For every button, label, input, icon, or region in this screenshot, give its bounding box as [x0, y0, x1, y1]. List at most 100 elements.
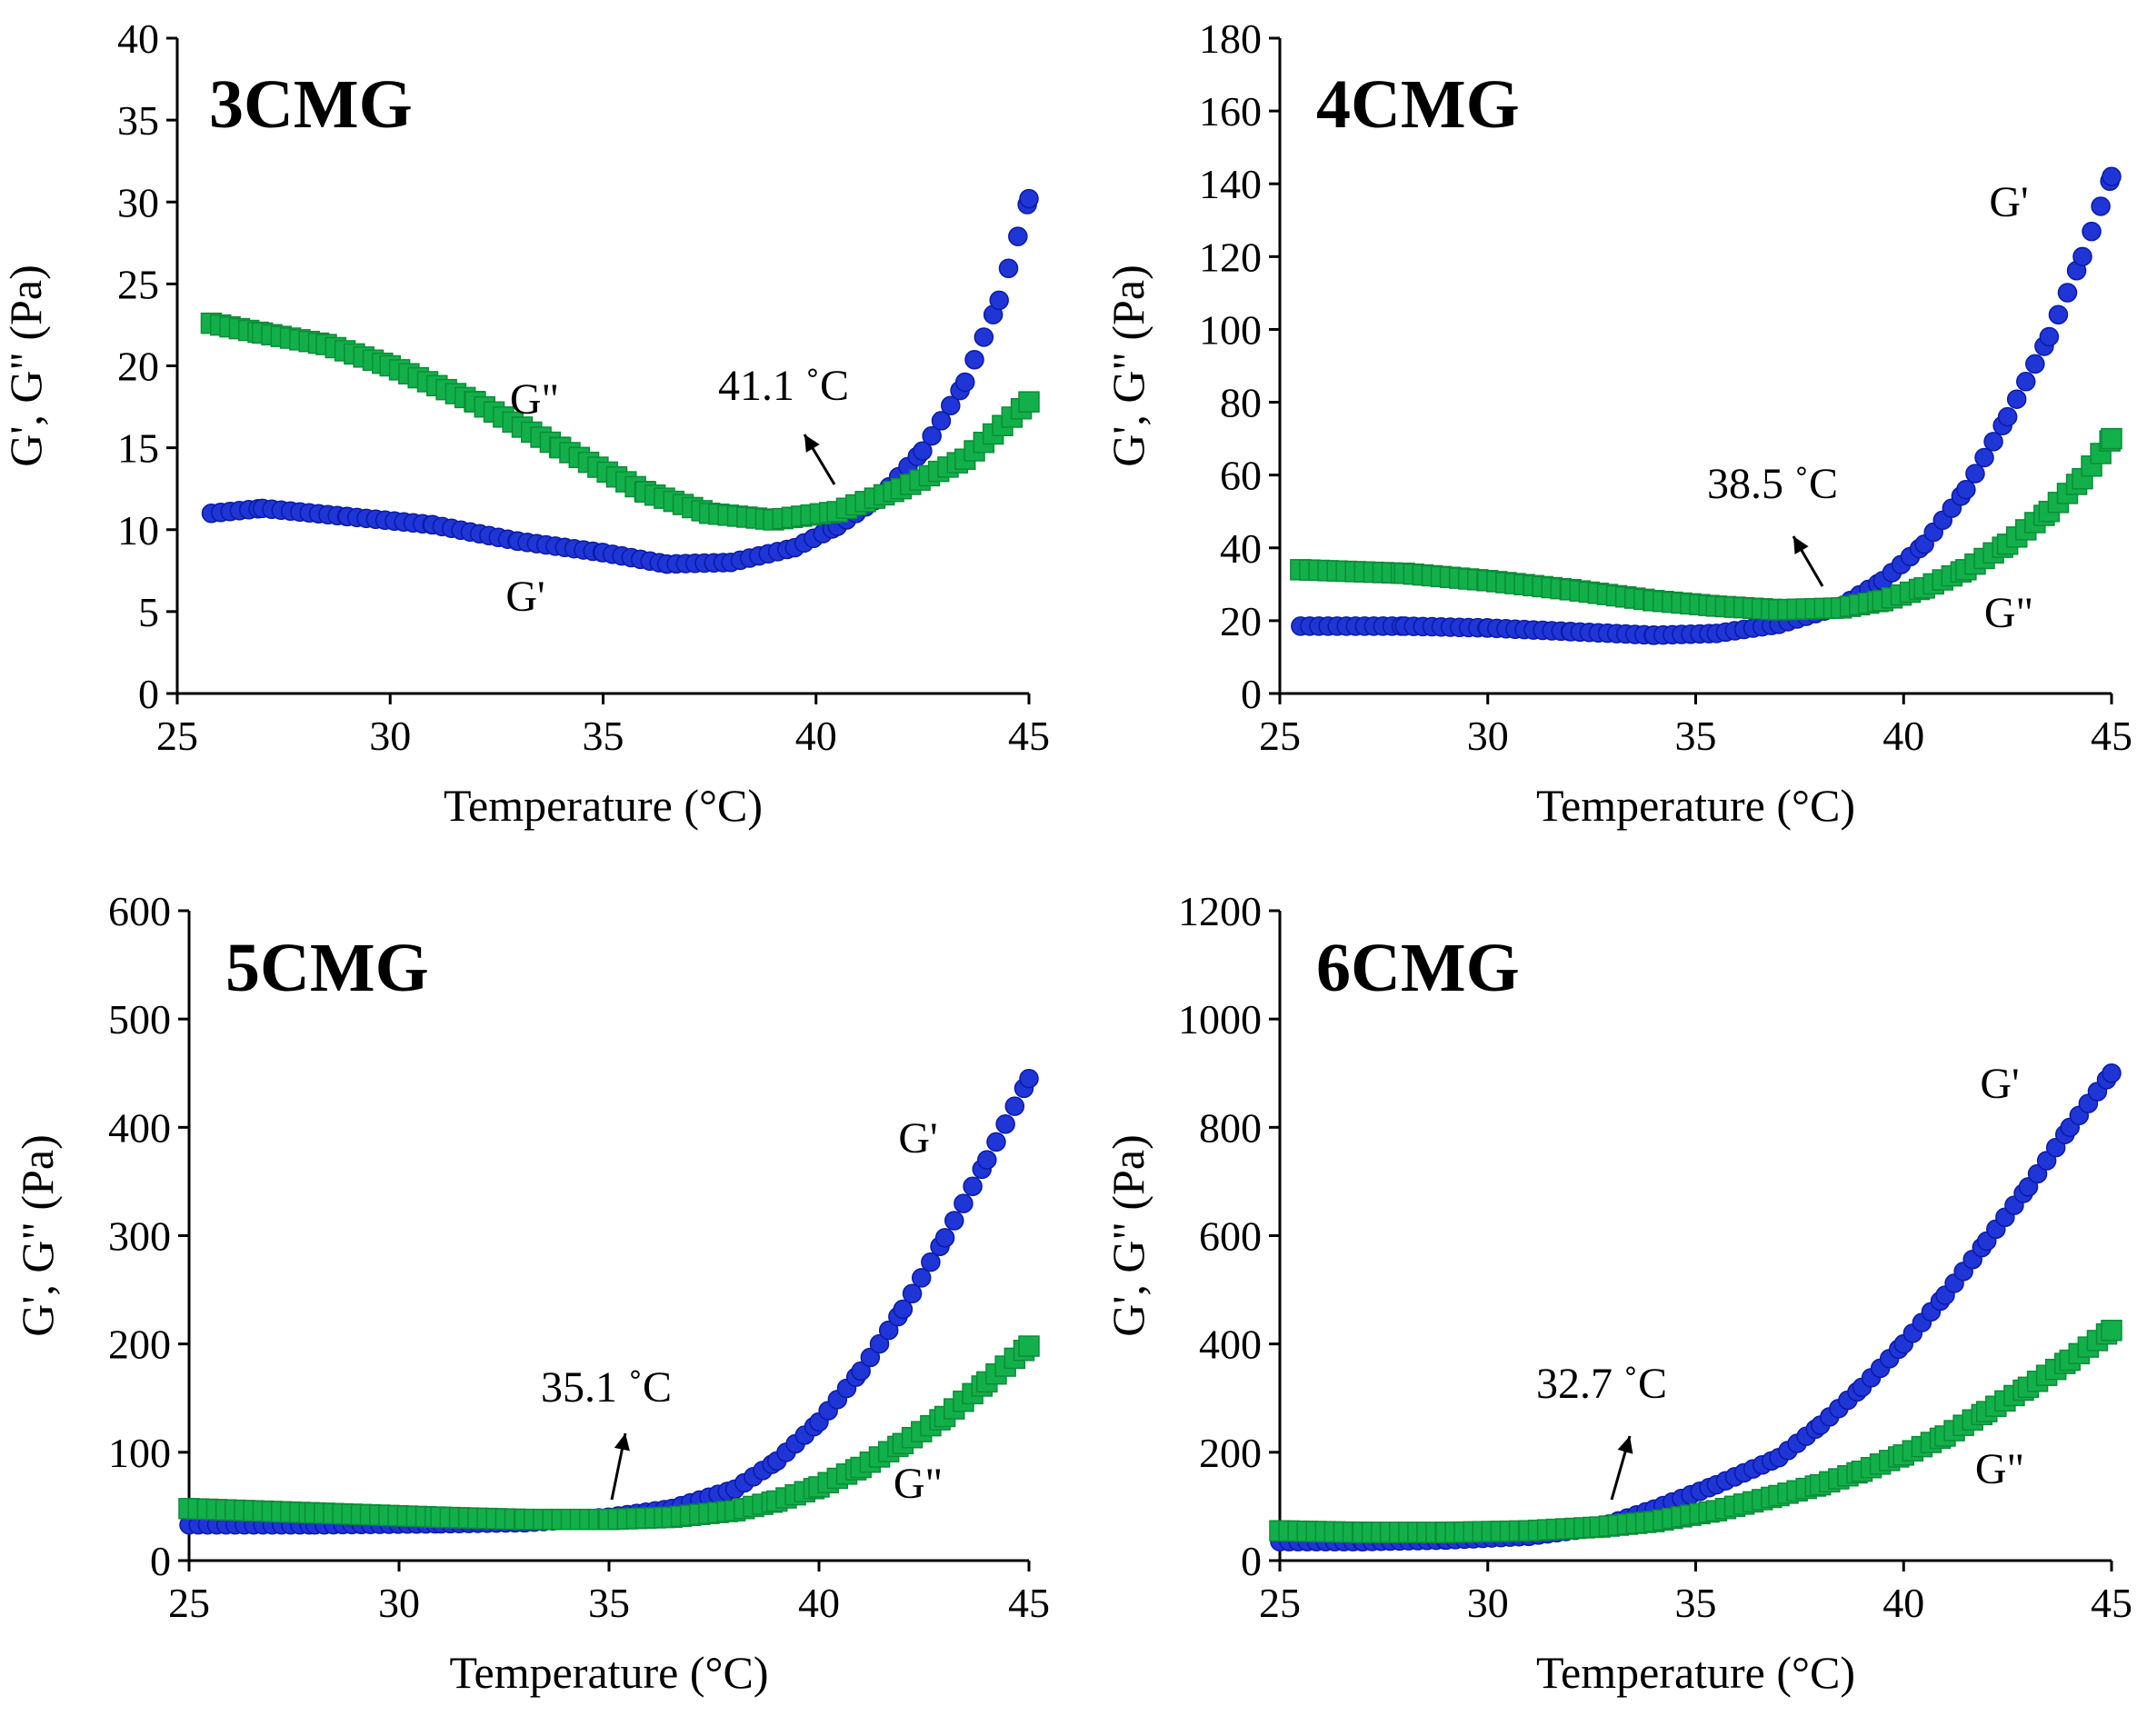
g-double-prime-point	[2101, 1320, 2122, 1342]
g-prime-point	[954, 372, 975, 393]
y-tick-label: 600	[108, 888, 171, 934]
y-tick-label: 160	[1199, 88, 1262, 135]
x-tick-label: 40	[1882, 1580, 1924, 1626]
y-tick-label: 60	[1220, 453, 1262, 499]
g-prime-point	[944, 1211, 964, 1231]
g-prime-point	[902, 1283, 923, 1303]
panel-title: 4CMG	[1316, 66, 1520, 143]
x-tick-label: 25	[168, 1580, 210, 1626]
y-tick-label: 20	[117, 344, 159, 390]
g-prime-point	[922, 425, 942, 446]
g-prime-point	[986, 1132, 1006, 1152]
g-prime-point	[2082, 221, 2102, 242]
y-axis-title: G', G" (Pa)	[1103, 1134, 1153, 1336]
x-tick-label: 45	[2091, 1580, 2132, 1626]
g-prime-point	[1997, 406, 2018, 427]
x-tick-label: 25	[1259, 1580, 1301, 1626]
x-tick-label: 45	[1008, 713, 1050, 759]
y-tick-label: 10	[117, 507, 159, 554]
x-tick-label: 35	[1675, 1580, 1717, 1626]
g-prime-point	[869, 1333, 890, 1354]
g-prime-point	[941, 395, 961, 416]
crossover-temperature-label: 41.1 ˚C	[718, 362, 849, 410]
x-tick-label: 25	[156, 713, 198, 759]
crossover-temperature-label: 38.5 ˚C	[1707, 460, 1838, 508]
g-prime-point	[913, 441, 933, 461]
y-tick-label: 140	[1199, 161, 1262, 207]
y-tick-label: 0	[150, 1538, 171, 1584]
g-prime-point	[954, 1193, 974, 1213]
x-axis-title: Temperature (°C)	[449, 1647, 768, 1698]
x-tick-label: 25	[1259, 713, 1301, 759]
g-prime-point	[2072, 246, 2092, 267]
crossover-arrow-head	[1617, 1436, 1633, 1454]
g-prime-label: G'	[505, 573, 544, 621]
y-tick-label: 80	[1220, 380, 1262, 426]
g-prime-label: G'	[1989, 178, 2028, 226]
y-tick-label: 800	[1199, 1104, 1262, 1151]
g-double-prime-point	[1018, 391, 1040, 413]
g-prime-label: G'	[898, 1114, 937, 1162]
g-prime-point	[2102, 166, 2122, 186]
g-prime-point	[964, 349, 984, 370]
x-axis-title: Temperature (°C)	[444, 780, 763, 831]
y-tick-label: 400	[108, 1104, 171, 1151]
g-prime-point	[977, 1150, 997, 1170]
panel-title: 3CMG	[209, 66, 413, 143]
g-double-prime-label: G"	[1984, 589, 2033, 637]
y-tick-label: 100	[1199, 306, 1262, 353]
x-tick-label: 45	[2091, 713, 2132, 759]
g-double-prime-label: G"	[510, 375, 559, 424]
y-tick-label: 40	[117, 15, 159, 62]
y-tick-label: 5	[138, 589, 159, 635]
x-tick-label: 40	[798, 1580, 840, 1626]
y-tick-label: 0	[138, 671, 159, 717]
g-prime-point	[860, 1347, 881, 1368]
g-prime-point	[2039, 326, 2060, 347]
x-tick-label: 35	[583, 713, 624, 759]
g-prime-point	[974, 327, 994, 347]
g-prime-point	[2048, 304, 2069, 324]
y-axis-title: G', G" (Pa)	[0, 264, 51, 466]
series-g-double-prime	[1290, 427, 2122, 621]
panel-3cmg: 0 5 10 15 20 25 30 35 40 25 30 35 40 45 Temperature (°…	[0, 15, 1050, 831]
g-prime-point	[878, 1320, 899, 1341]
g-prime-point	[1019, 188, 1039, 209]
g-double-prime-label: G"	[894, 1460, 943, 1508]
g-double-prime-point	[2101, 427, 2122, 450]
y-tick-label: 25	[117, 261, 159, 307]
crossover-arrow-head	[1793, 536, 1809, 554]
g-prime-point	[2025, 354, 2045, 374]
panel-5cmg: 0 100 200 300 400 500 600 25 30 35 40 45 Temperature…	[12, 888, 1050, 1698]
g-prime-point	[2016, 372, 2036, 392]
series-g-double-prime	[178, 1335, 1040, 1531]
x-tick-label: 35	[588, 1580, 630, 1626]
y-tick-label: 200	[1199, 1430, 1262, 1476]
y-tick-label: 35	[117, 97, 159, 144]
series-g-double-prime	[200, 312, 1040, 531]
panel-title: 6CMG	[1316, 930, 1520, 1006]
y-tick-label: 30	[117, 179, 159, 225]
x-tick-label: 45	[1008, 1580, 1050, 1626]
g-prime-point	[934, 1228, 955, 1248]
g-prime-point	[1965, 464, 1985, 484]
y-tick-label: 120	[1199, 234, 1262, 280]
y-axis-title: G', G" (Pa)	[12, 1134, 63, 1336]
g-prime-point	[2006, 389, 2027, 409]
y-tick-label: 100	[108, 1430, 171, 1476]
g-prime-point	[1004, 1096, 1025, 1116]
y-tick-label: 500	[108, 996, 171, 1043]
x-tick-label: 35	[1675, 713, 1717, 759]
g-prime-point	[989, 290, 1009, 311]
panel-4cmg: 0 20 40 60 80 100 120 140 160 180 25 30 35 40 45 Temper…	[1103, 15, 2132, 831]
crossover-temperature-label: 32.7 ˚C	[1536, 1360, 1667, 1408]
series-g-prime	[1291, 166, 2122, 645]
y-tick-label: 600	[1199, 1213, 1262, 1260]
crossover-arrow-head	[614, 1433, 630, 1452]
x-tick-label: 30	[378, 1580, 420, 1626]
g-prime-point	[2091, 196, 2111, 216]
g-prime-label: G'	[1980, 1060, 2019, 1108]
y-tick-label: 0	[1241, 671, 1262, 717]
